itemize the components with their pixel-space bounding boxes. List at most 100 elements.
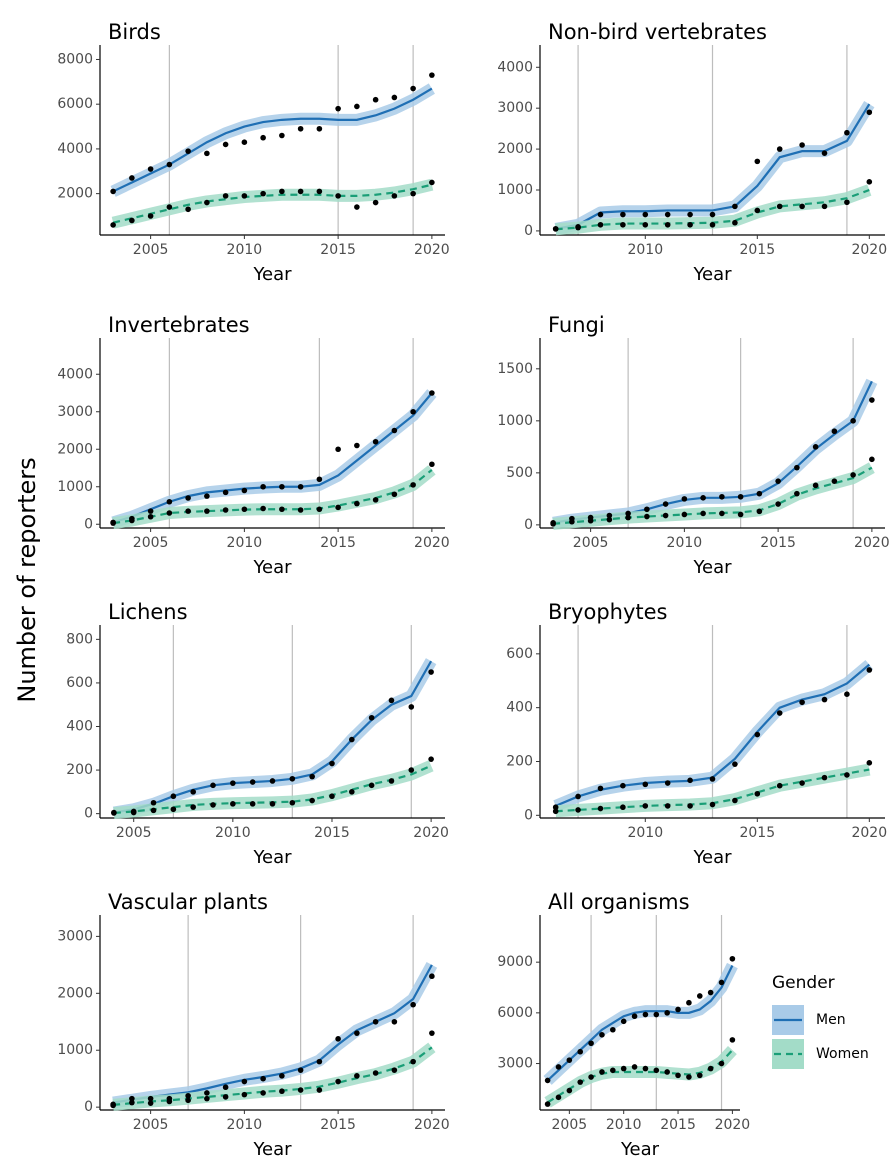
x-tick-label: 2020 [854, 535, 890, 551]
x-tick-label: 2010 [227, 242, 263, 258]
y-tick-label: 600 [506, 646, 533, 662]
data-point [552, 808, 559, 815]
data-point [869, 397, 875, 403]
y-tick-label: 200 [66, 762, 93, 778]
data-point [166, 161, 173, 168]
y-tick-label: 1500 [497, 361, 533, 377]
data-point [429, 390, 435, 396]
data-point [575, 793, 581, 800]
panel-title: Fungi [548, 313, 605, 337]
data-point [552, 804, 559, 811]
y-tick-label: 3000 [497, 100, 533, 116]
data-point [316, 476, 323, 483]
y-tick-label: 9000 [497, 954, 533, 970]
x-tick-label: 2005 [573, 535, 609, 551]
x-tick-label: 2015 [760, 535, 796, 551]
x-tick-label: 2015 [320, 242, 356, 258]
data-point [675, 1072, 681, 1079]
data-point [222, 507, 229, 513]
x-tick-label: 2005 [116, 825, 152, 841]
data-point [316, 1058, 323, 1065]
data-point [147, 213, 154, 219]
y-tick-label: 6000 [57, 96, 93, 112]
data-point [644, 506, 650, 513]
y-tick-label: 500 [506, 465, 533, 481]
data-point [260, 483, 266, 490]
data-point [129, 1095, 135, 1102]
x-axis-label: Year [252, 1139, 292, 1160]
data-point [185, 1092, 191, 1099]
data-point [309, 797, 315, 804]
data-point [222, 1094, 229, 1100]
data-point [279, 132, 285, 139]
data-point [644, 513, 650, 520]
fit-line [112, 87, 433, 193]
data-point [368, 714, 375, 721]
panel-title: All organisms [548, 890, 690, 914]
data-point [204, 493, 210, 499]
x-axis-label: Year [692, 557, 732, 578]
data-point [844, 691, 850, 698]
panel-title: Lichens [108, 600, 188, 624]
data-point [185, 1097, 191, 1104]
data-point [577, 1079, 584, 1085]
data-point [610, 1026, 616, 1033]
data-point [297, 125, 304, 132]
y-axis-label: Number of reporters [13, 457, 41, 702]
y-tick-label: 0 [524, 517, 533, 533]
data-point [110, 1102, 116, 1109]
y-tick-label: 0 [524, 807, 533, 823]
x-tick-label: 2015 [320, 1117, 356, 1133]
data-point [597, 211, 604, 218]
x-tick-label: 2010 [215, 825, 251, 841]
data-point [664, 780, 671, 786]
data-point [129, 175, 135, 181]
data-point [732, 203, 738, 210]
data-point [754, 731, 761, 738]
data-point [821, 696, 828, 703]
y-tick-label: 6000 [497, 1005, 533, 1021]
data-point [170, 806, 177, 813]
data-point [329, 760, 335, 767]
data-point [686, 1074, 692, 1080]
x-tick-label: 2010 [667, 535, 703, 551]
data-point [297, 1087, 304, 1093]
y-tick-label: 2000 [57, 441, 93, 457]
data-point [606, 516, 613, 523]
data-point [737, 511, 744, 518]
data-point [289, 799, 296, 806]
data-point [204, 150, 210, 157]
data-point [599, 1032, 605, 1038]
data-point [756, 508, 763, 515]
data-point [642, 803, 649, 809]
confidence-ribbon [543, 962, 738, 1085]
x-tick-label: 2015 [739, 242, 775, 258]
data-point [388, 697, 395, 704]
data-point [606, 512, 613, 519]
data-point [620, 782, 626, 789]
data-point [620, 211, 626, 218]
x-tick-label: 2010 [627, 825, 663, 841]
x-tick-label: 2015 [660, 1117, 696, 1133]
data-point [316, 506, 323, 513]
data-point [316, 125, 323, 132]
data-point [587, 517, 594, 524]
data-point [260, 1075, 266, 1082]
data-point [429, 461, 435, 468]
y-tick-label: 600 [66, 675, 93, 691]
fit-line [113, 1046, 433, 1106]
data-point [279, 483, 285, 490]
data-point [577, 1048, 584, 1055]
data-point [642, 221, 649, 228]
data-point [111, 810, 117, 816]
data-point [844, 772, 850, 778]
data-point [681, 496, 688, 502]
data-point [335, 504, 341, 511]
data-point [550, 521, 556, 527]
data-point [329, 793, 335, 800]
data-point [599, 1069, 605, 1075]
data-point [190, 804, 196, 810]
data-point [687, 221, 693, 228]
data-point [147, 508, 154, 514]
